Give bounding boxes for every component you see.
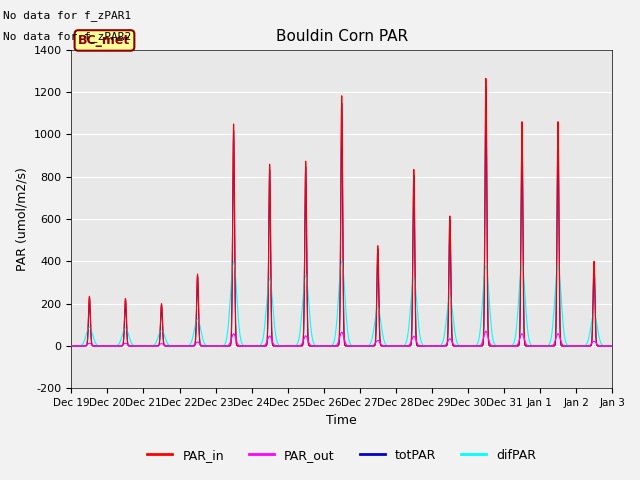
Text: No data for f_zPAR1: No data for f_zPAR1 bbox=[3, 10, 131, 21]
Text: No data for f_zPAR2: No data for f_zPAR2 bbox=[3, 31, 131, 42]
Legend: PAR_in, PAR_out, totPAR, difPAR: PAR_in, PAR_out, totPAR, difPAR bbox=[143, 444, 541, 467]
Y-axis label: PAR (umol/m2/s): PAR (umol/m2/s) bbox=[15, 167, 28, 271]
Title: Bouldin Corn PAR: Bouldin Corn PAR bbox=[276, 29, 408, 44]
X-axis label: Time: Time bbox=[326, 414, 357, 427]
Text: BC_met: BC_met bbox=[78, 34, 131, 47]
